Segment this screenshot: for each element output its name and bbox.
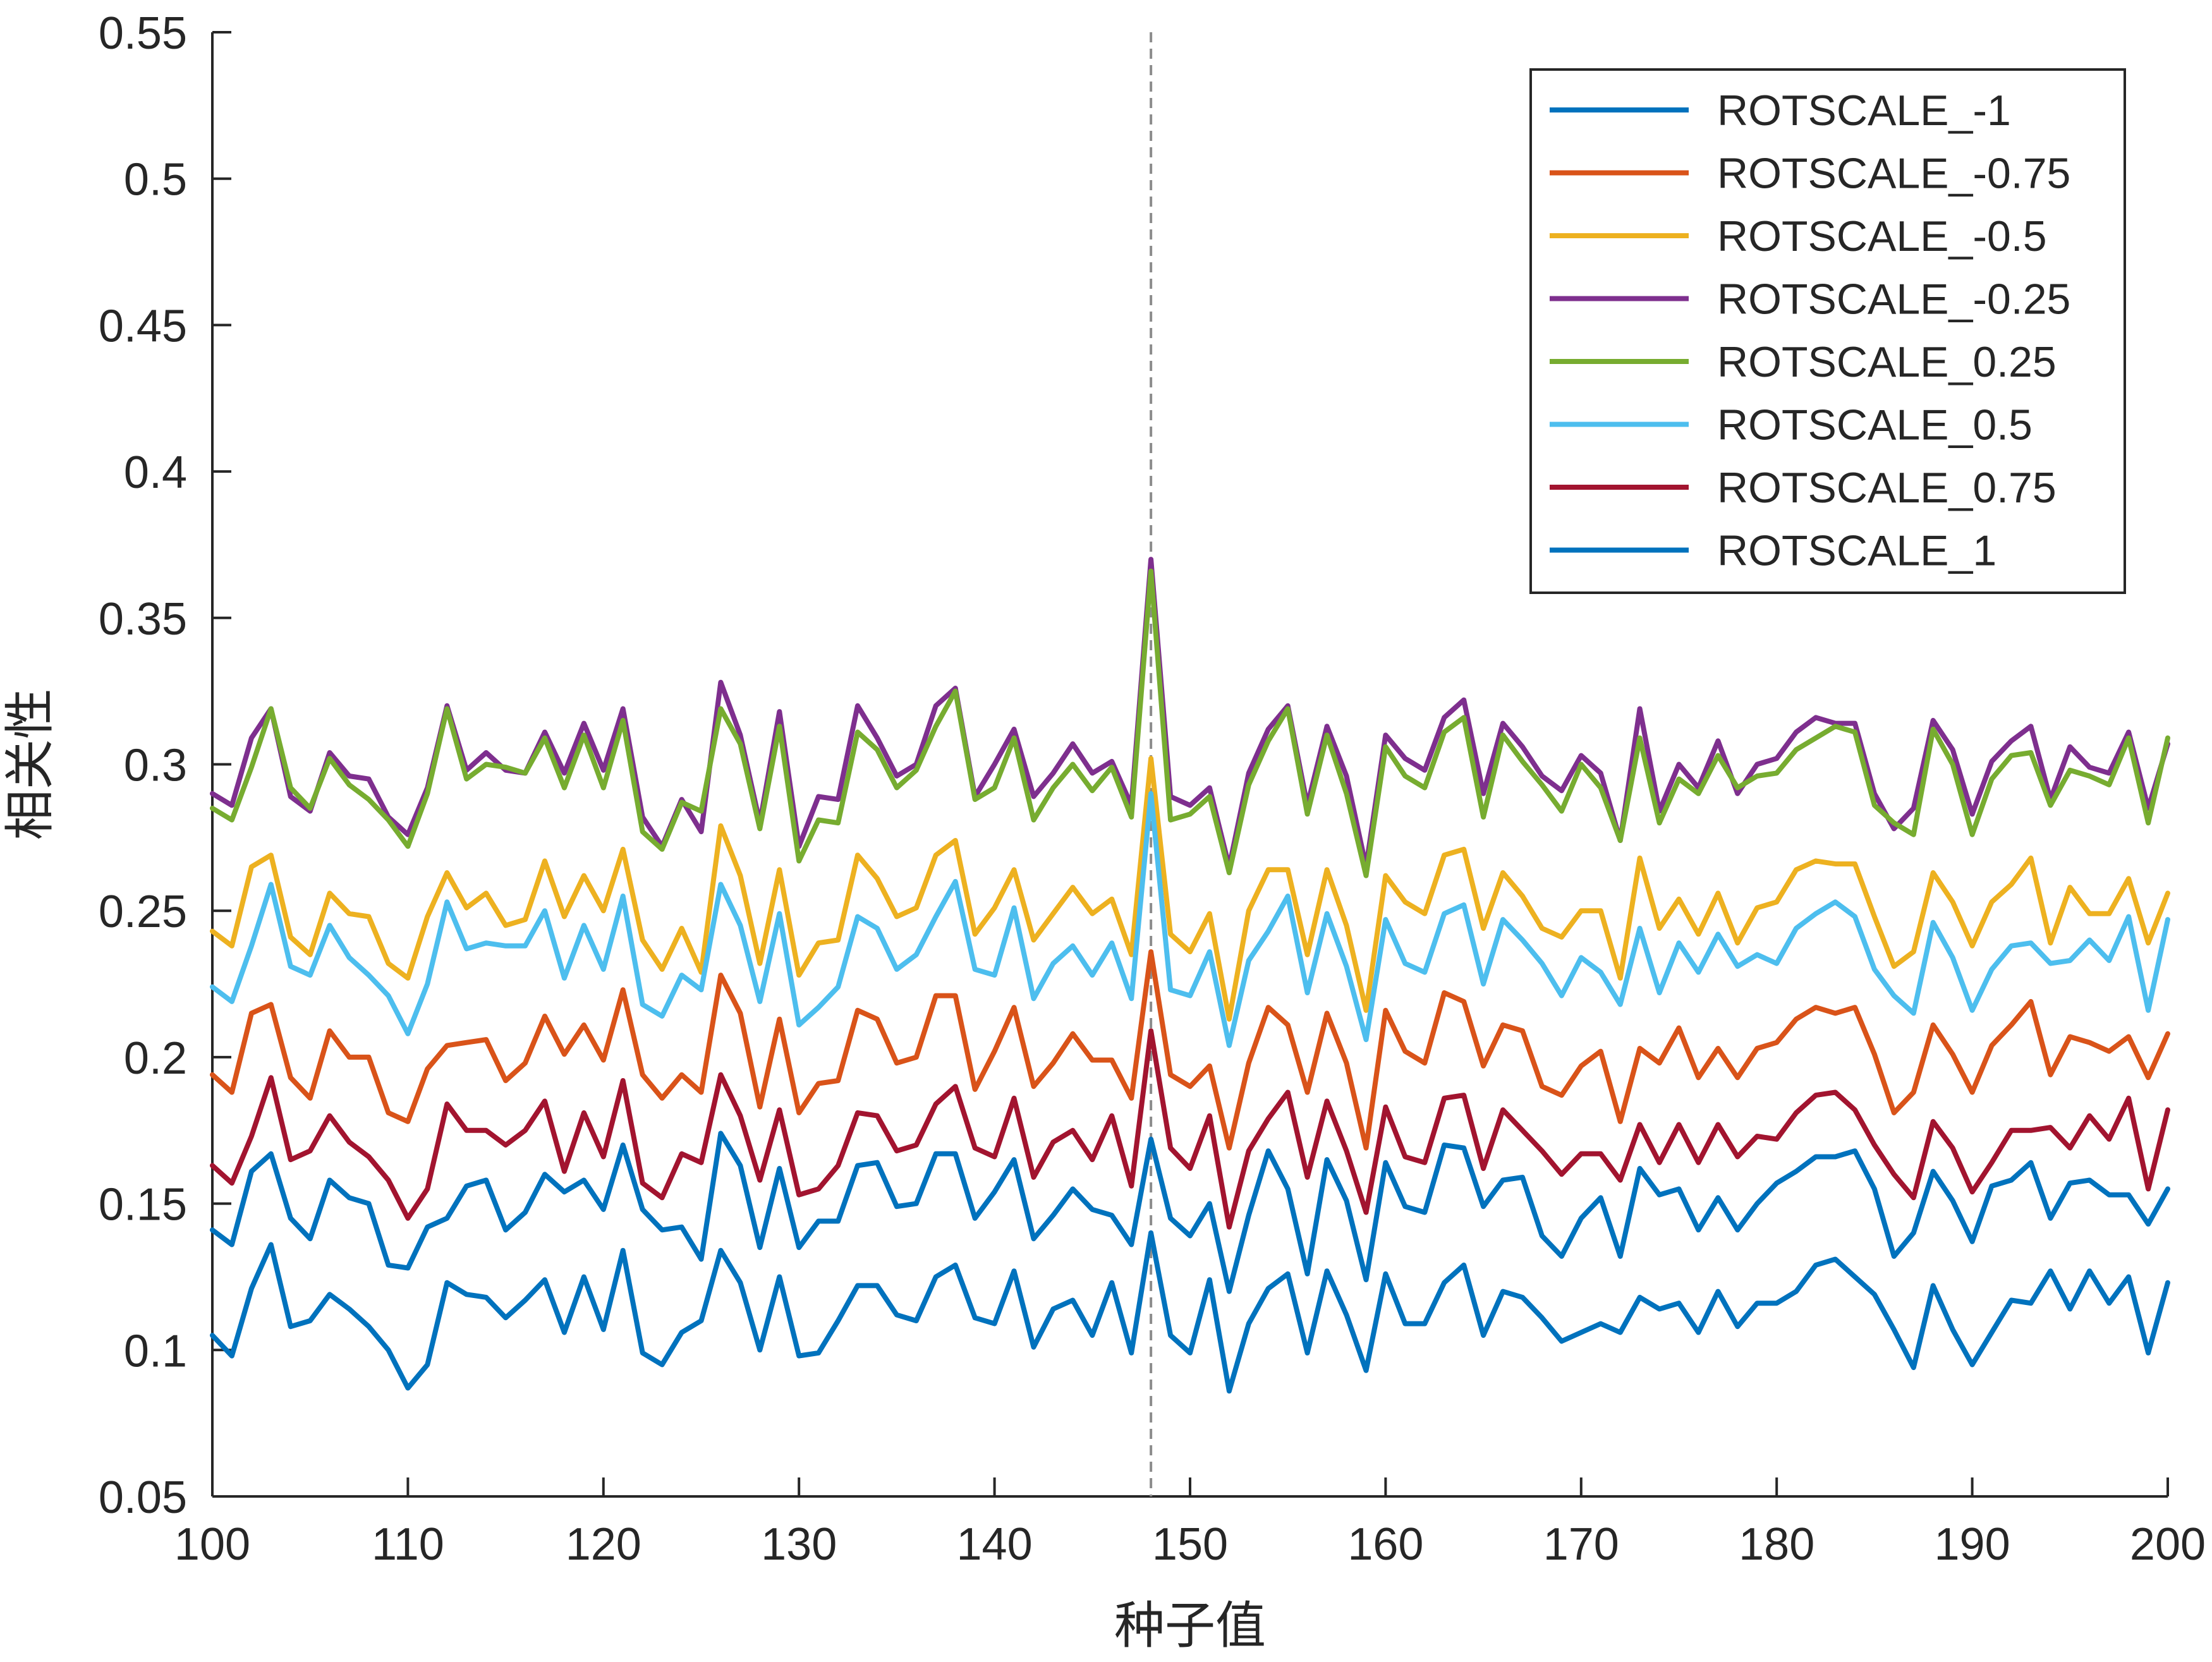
x-tick-label: 180 <box>1739 1519 1814 1570</box>
x-tick-label: 160 <box>1347 1519 1423 1570</box>
series-line-6 <box>210 1028 2170 1230</box>
legend-label: ROTSCALE_-0.5 <box>1717 212 2047 260</box>
y-tick-label: 0.35 <box>99 594 187 645</box>
y-tick-label: 0.55 <box>99 8 187 59</box>
legend-label: ROTSCALE_0.75 <box>1717 464 2057 512</box>
legend-label: ROTSCALE_1 <box>1717 527 1996 575</box>
series-line-1 <box>210 949 2170 1151</box>
series-line-2 <box>210 756 2170 1022</box>
x-tick-label: 120 <box>566 1519 641 1570</box>
legend-label: ROTSCALE_0.25 <box>1717 338 2057 386</box>
x-tick-label: 200 <box>2130 1519 2206 1570</box>
y-tick-label: 0.1 <box>124 1326 187 1376</box>
x-tick-label: 140 <box>957 1519 1033 1570</box>
series-lines <box>210 557 2170 1394</box>
x-tick-label: 100 <box>174 1519 250 1570</box>
legend-label: ROTSCALE_0.5 <box>1717 401 2033 449</box>
x-axis-title: 种子值 <box>1114 1596 1266 1655</box>
y-tick-label: 0.3 <box>124 741 187 791</box>
y-tick-label: 0.25 <box>99 887 187 937</box>
series-line-4 <box>210 568 2170 878</box>
x-tick-label: 150 <box>1152 1519 1228 1570</box>
x-tick-label: 190 <box>1935 1519 2010 1570</box>
legend-box <box>1529 68 2126 594</box>
series-line-0 <box>210 1230 2170 1394</box>
x-tick-label: 110 <box>372 1519 444 1570</box>
legend-label: ROTSCALE_-0.75 <box>1717 150 2070 198</box>
y-tick-label: 0.15 <box>99 1180 187 1230</box>
y-axis-title: 相关性 <box>1 689 59 840</box>
series-line-7 <box>210 1131 2170 1294</box>
y-tick-label: 0.05 <box>99 1472 187 1523</box>
axes: 100 110 120 130 140 150 160 170 180 190 200 0.05 0.1… <box>99 8 2206 1570</box>
y-tick-label: 0.2 <box>124 1033 187 1084</box>
y-tick-label: 0.45 <box>99 301 187 351</box>
x-tick-label: 130 <box>761 1519 837 1570</box>
legend: ROTSCALE_-1 ROTSCALE_-0.75 ROTSCALE_-0.5 RO… <box>1529 68 2126 594</box>
legend-label: ROTSCALE_-1 <box>1717 87 2011 135</box>
x-tick-label: 170 <box>1543 1519 1619 1570</box>
series-line-5 <box>210 791 2170 1048</box>
legend-label: ROTSCALE_-0.25 <box>1717 276 2070 324</box>
y-tick-label: 0.5 <box>124 155 187 205</box>
y-tick-label: 0.4 <box>124 447 187 498</box>
